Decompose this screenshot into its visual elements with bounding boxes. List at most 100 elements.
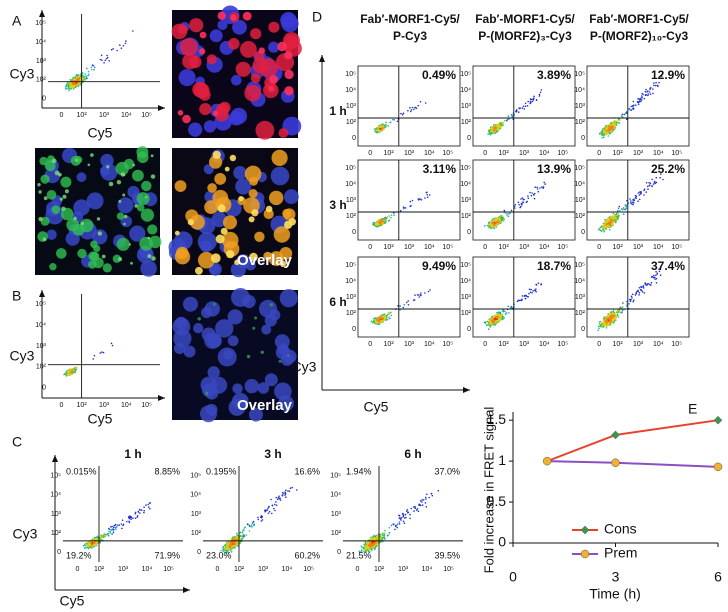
cell: [229, 154, 237, 162]
event-dot: [544, 183, 546, 185]
event-dot: [491, 221, 495, 225]
event-dot: [536, 186, 538, 189]
event-dot: [645, 182, 648, 184]
event-dot: [632, 100, 635, 103]
event-dot: [620, 115, 623, 117]
event-dot: [75, 86, 77, 88]
event-dot: [523, 198, 525, 201]
x-tick-label: 10³: [633, 244, 644, 251]
event-dot: [640, 97, 642, 100]
event-dot: [527, 100, 529, 103]
cell: [227, 309, 243, 325]
event-dot: [495, 128, 499, 131]
y-tick-label: 10²: [346, 213, 357, 220]
x-tick-label: 10²: [374, 566, 385, 573]
x-tick-label: 10⁵: [141, 112, 152, 119]
x-tick-label: 10²: [77, 112, 88, 119]
cell: [42, 237, 47, 241]
event-dot: [111, 528, 114, 531]
event-dot: [134, 512, 137, 515]
y-tick-label: 10⁵: [345, 71, 356, 78]
event-dot: [261, 519, 264, 521]
y-tick-label: 0: [42, 95, 46, 102]
event-dot: [235, 535, 239, 539]
event-dot: [496, 311, 499, 314]
event-dot: [228, 545, 231, 548]
event-dot: [649, 184, 651, 186]
cell: [205, 391, 209, 396]
event-dot: [399, 305, 401, 307]
event-dot: [500, 217, 502, 219]
event-dot: [373, 222, 376, 225]
event-dot: [604, 218, 606, 221]
event-dot: [128, 521, 131, 524]
event-dot: [603, 231, 605, 233]
x-tick-label: 0: [368, 150, 372, 157]
event-dot: [503, 218, 505, 220]
event-dot: [65, 373, 67, 376]
event-dot: [491, 225, 494, 228]
event-dot: [486, 224, 489, 227]
event-dot: [638, 294, 640, 296]
event-dot: [124, 42, 127, 45]
event-dot: [619, 209, 621, 212]
event-dot: [521, 295, 524, 297]
cell: [280, 353, 294, 366]
cell: [139, 236, 154, 251]
x-tick-label: 10³: [633, 150, 644, 157]
event-dot: [632, 203, 634, 206]
cell: [127, 185, 140, 199]
event-dot: [121, 527, 123, 530]
event-dot: [514, 204, 517, 206]
event-dot: [401, 113, 404, 116]
axis-label: Cy5: [88, 411, 113, 427]
event-dot: [437, 489, 440, 492]
event-dot: [75, 369, 77, 372]
cell: [134, 204, 138, 208]
event-dot: [601, 133, 604, 135]
arrow-head: [39, 10, 45, 17]
event-dot: [657, 85, 659, 88]
x-tick-label: 0: [483, 244, 487, 251]
axis-label: Cy3: [10, 348, 35, 364]
event-dot: [425, 506, 428, 508]
x-tick-label: 10⁴: [653, 150, 664, 157]
event-dot: [417, 510, 420, 513]
event-dot: [104, 535, 106, 537]
event-dot: [529, 191, 531, 194]
event-dot: [494, 132, 497, 135]
event-dot: [379, 541, 381, 543]
event-dot: [393, 214, 395, 216]
event-dot: [369, 551, 371, 553]
x-tick-label: 10³: [398, 566, 409, 573]
cell: [187, 219, 194, 226]
event-dot: [526, 105, 529, 107]
cell: [177, 110, 184, 116]
column-header: Fab′-MORF1-Cy5/: [360, 12, 460, 26]
event-dot: [425, 191, 428, 194]
event-dot: [501, 310, 504, 313]
event-dot: [288, 490, 291, 492]
y-tick-label: 10⁵: [330, 472, 341, 479]
event-dot: [130, 518, 132, 521]
cell: [38, 190, 42, 194]
event-dot: [83, 76, 86, 78]
event-dot: [410, 204, 412, 207]
event-dot: [103, 533, 106, 535]
cell: [173, 329, 192, 348]
event-dot: [65, 372, 68, 374]
event-dot: [140, 509, 143, 511]
cell: [249, 407, 263, 422]
y-tick-label: 10⁴: [574, 278, 585, 285]
y-tick-label: 10³: [461, 197, 472, 204]
cell: [198, 251, 215, 269]
cell: [86, 192, 104, 210]
cell: [268, 21, 280, 33]
cell: [123, 158, 135, 170]
event-dot: [402, 514, 405, 517]
x-tick-label: 10⁵: [671, 341, 682, 348]
quadrant-percent: 0.49%: [422, 68, 456, 82]
event-dot: [136, 515, 139, 517]
event-dot: [493, 227, 496, 230]
x-tick-label: 10³: [99, 112, 110, 119]
